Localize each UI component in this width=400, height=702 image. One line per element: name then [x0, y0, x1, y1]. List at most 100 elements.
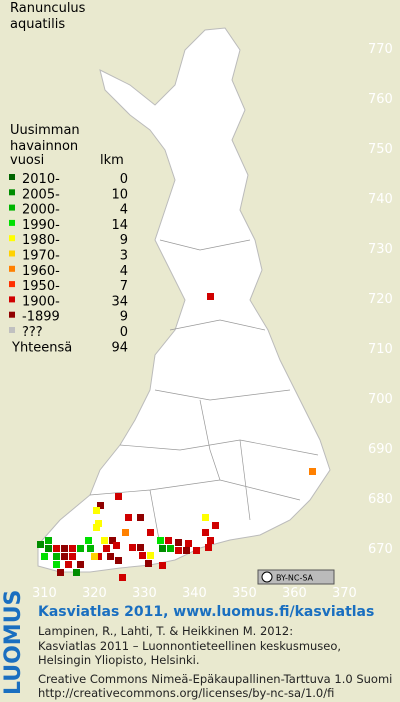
- logo: LUOMUS: [1, 590, 26, 695]
- grid-label-x: 350: [232, 586, 257, 601]
- legend-count: 0: [120, 325, 128, 340]
- finland-outline: [37, 27, 331, 573]
- legend-label: 1970-: [22, 249, 60, 264]
- legend-label: 1990-: [22, 218, 60, 233]
- legend-label: ???: [22, 325, 43, 340]
- occurrence-square: [77, 545, 84, 552]
- occurrence-square: [101, 537, 108, 544]
- legend-label: 1980-: [22, 233, 60, 248]
- occurrence-square: [61, 553, 68, 560]
- legend-count: 3: [120, 249, 128, 264]
- occurrence-square: [129, 544, 136, 551]
- occurrence-square: [205, 544, 212, 551]
- occurrence-square: [119, 574, 126, 581]
- occurrence-square: [53, 545, 60, 552]
- occurrence-square: [69, 553, 76, 560]
- legend-count: 4: [120, 203, 128, 218]
- citation: Kasviatlas 2011 – Luonnontieteellinen ke…: [38, 639, 341, 653]
- legend-swatch: [9, 189, 15, 196]
- occurrence-square: [77, 561, 84, 568]
- legend-swatch: [9, 204, 15, 211]
- occurrence-square: [95, 520, 102, 527]
- occurrence-square: [115, 493, 122, 500]
- occurrence-square: [212, 522, 219, 529]
- occurrence-square: [61, 545, 68, 552]
- occurrence-square: [87, 545, 94, 552]
- grid-label-y: 670: [368, 542, 393, 557]
- occurrence-square: [107, 553, 114, 560]
- occurrence-square: [45, 537, 52, 544]
- occurrence-square: [73, 569, 80, 576]
- grid-label-y: 730: [368, 242, 393, 257]
- occurrence-square: [165, 537, 172, 544]
- occurrence-square: [202, 529, 209, 536]
- legend-swatch: [9, 250, 15, 257]
- legend-swatch: [9, 235, 15, 242]
- legend-count: 34: [111, 294, 128, 309]
- occurrence-square: [93, 524, 100, 531]
- occurrence-square: [85, 537, 92, 544]
- occurrence-square: [185, 540, 192, 547]
- badge-box: [257, 569, 335, 585]
- occurrence-square: [137, 544, 144, 551]
- legend-label: 2005-: [22, 187, 60, 202]
- grid-label-x: 370: [332, 586, 357, 601]
- occurrence-square: [137, 514, 144, 521]
- legend-count: 0: [120, 172, 128, 187]
- occurrence-square: [41, 553, 48, 560]
- citation: Helsingin Yliopisto, Helsinki.: [38, 653, 200, 667]
- license-text: Creative Commons Nimeä-Epäkaupallinen-Ta…: [38, 672, 392, 686]
- legend-label: 2010-: [22, 172, 60, 187]
- grid-label-x: 330: [132, 586, 157, 601]
- occurrence-square: [97, 502, 104, 509]
- citation: Lampinen, R., Lahti, T. & Heikkinen M. 2…: [38, 624, 293, 638]
- grid-label-y: 750: [368, 142, 393, 157]
- occurrence-square: [147, 529, 154, 536]
- legend-label: 1900-: [22, 294, 60, 309]
- occurrence-square: [207, 537, 214, 544]
- legend-count-header: lkm: [100, 153, 124, 168]
- legend-swatch: [9, 265, 15, 272]
- legend-header: vuosi: [10, 153, 44, 168]
- occurrence-square: [159, 545, 166, 552]
- occurrence-square: [37, 541, 44, 548]
- legend-count: 9: [120, 233, 128, 248]
- occurrence-square: [93, 507, 100, 514]
- occurrence-square: [53, 553, 60, 560]
- grid-label-y: 770: [368, 42, 393, 57]
- legend-count: 10: [111, 187, 128, 202]
- occurrence-square: [113, 542, 120, 549]
- grid-label-x: 360: [282, 586, 307, 601]
- occurrence-square: [202, 514, 209, 521]
- occurrence-square: [53, 561, 60, 568]
- legend-label: 2000-: [22, 203, 60, 218]
- grid-label-y: 710: [368, 342, 393, 357]
- grid-label-y: 740: [368, 192, 393, 207]
- occurrence-square: [125, 514, 132, 521]
- occurrence-layer: [37, 293, 316, 581]
- legend-count: 9: [120, 310, 128, 325]
- grid-label-y: 760: [368, 92, 393, 107]
- occurrence-square: [109, 537, 116, 544]
- occurrence-square: [103, 545, 110, 552]
- occurrence-square: [167, 545, 174, 552]
- occurrence-square: [159, 562, 166, 569]
- legend-count: 7: [120, 279, 128, 294]
- grid-label-y: 690: [368, 442, 393, 457]
- grid-label-x: 310: [32, 586, 57, 601]
- occurrence-square: [65, 561, 72, 568]
- legend-count: 4: [120, 264, 128, 279]
- occurrence-square: [69, 545, 76, 552]
- occurrence-square: [115, 557, 122, 564]
- legend-total: 94: [111, 340, 128, 355]
- species-title: aquatilis: [10, 17, 65, 32]
- legend-label: 1950-: [22, 279, 60, 294]
- grid-label-y: 680: [368, 492, 393, 507]
- occurrence-square: [122, 529, 129, 536]
- occurrence-square: [207, 293, 214, 300]
- legend-swatch: [9, 219, 15, 226]
- badge-icon: [261, 571, 273, 583]
- occurrence-square: [309, 468, 316, 475]
- legend-swatch: [9, 296, 15, 303]
